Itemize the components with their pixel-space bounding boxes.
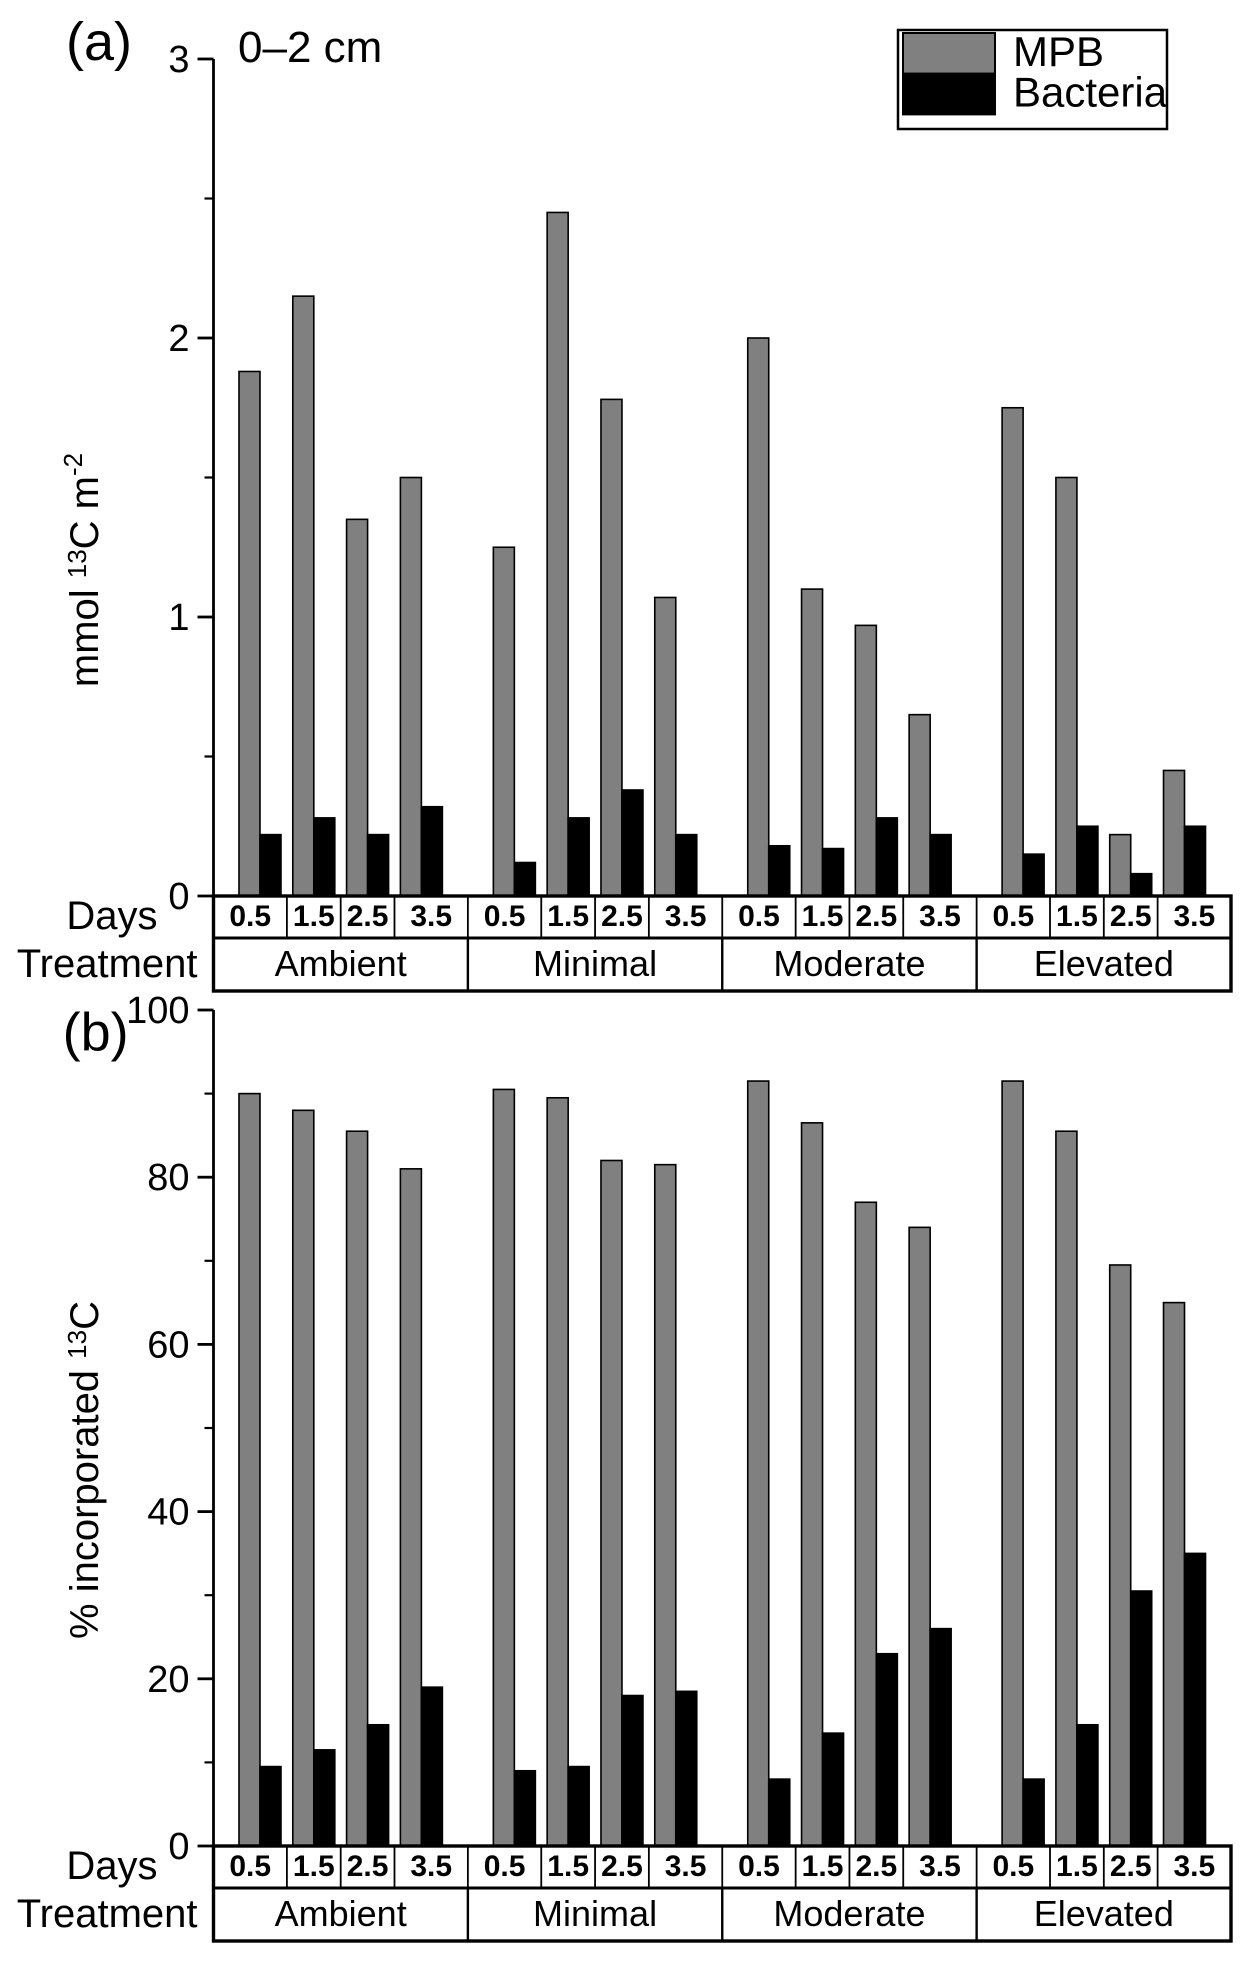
svg-text:80: 80 (147, 1157, 189, 1199)
svg-text:1.5: 1.5 (1056, 1850, 1098, 1883)
svg-text:3.5: 3.5 (410, 900, 452, 933)
svg-text:2.5: 2.5 (1110, 1850, 1152, 1883)
svg-text:3.5: 3.5 (410, 1850, 452, 1883)
svg-text:Elevated: Elevated (1034, 943, 1174, 984)
svg-text:Elevated: Elevated (1034, 1893, 1174, 1934)
svg-text:(a): (a) (66, 12, 132, 72)
svg-text:1: 1 (168, 597, 189, 639)
svg-text:2.5: 2.5 (855, 1850, 897, 1883)
svg-text:0: 0 (168, 1826, 189, 1868)
svg-text:Moderate: Moderate (773, 943, 925, 984)
svg-text:60: 60 (147, 1324, 189, 1366)
svg-text:0.5: 0.5 (738, 900, 780, 933)
svg-text:Bacteria: Bacteria (1013, 69, 1168, 116)
svg-text:(b): (b) (63, 1003, 129, 1063)
svg-text:Ambient: Ambient (275, 1893, 407, 1934)
svg-text:2: 2 (168, 318, 189, 360)
svg-text:1.5: 1.5 (547, 1850, 589, 1883)
svg-text:3.5: 3.5 (1173, 1850, 1215, 1883)
svg-text:0.5: 0.5 (992, 900, 1034, 933)
svg-text:1.5: 1.5 (293, 900, 335, 933)
svg-text:0–2 cm: 0–2 cm (238, 23, 382, 72)
svg-text:3.5: 3.5 (1173, 900, 1215, 933)
svg-text:20: 20 (147, 1659, 189, 1701)
svg-text:40: 40 (147, 1492, 189, 1534)
svg-text:2.5: 2.5 (347, 900, 389, 933)
svg-text:0.5: 0.5 (229, 900, 271, 933)
svg-text:Moderate: Moderate (773, 1893, 925, 1934)
svg-text:2.5: 2.5 (601, 900, 643, 933)
svg-text:1.5: 1.5 (802, 1850, 844, 1883)
svg-text:1.5: 1.5 (293, 1850, 335, 1883)
svg-text:3.5: 3.5 (665, 1850, 707, 1883)
svg-text:Days: Days (66, 1844, 157, 1888)
svg-text:0: 0 (168, 876, 189, 918)
svg-text:Treatment: Treatment (17, 942, 198, 986)
svg-text:2.5: 2.5 (601, 1850, 643, 1883)
svg-text:Minimal: Minimal (533, 1893, 657, 1934)
svg-text:0.5: 0.5 (484, 1850, 526, 1883)
svg-text:2.5: 2.5 (1110, 900, 1152, 933)
svg-text:Days: Days (66, 894, 157, 938)
svg-text:1.5: 1.5 (802, 900, 844, 933)
svg-text:3.5: 3.5 (665, 900, 707, 933)
svg-text:Minimal: Minimal (533, 943, 657, 984)
svg-text:0.5: 0.5 (484, 900, 526, 933)
svg-text:2.5: 2.5 (855, 900, 897, 933)
svg-text:2.5: 2.5 (347, 1850, 389, 1883)
svg-text:100: 100 (126, 990, 189, 1032)
svg-text:0.5: 0.5 (229, 1850, 271, 1883)
svg-text:3.5: 3.5 (919, 1850, 961, 1883)
svg-text:0.5: 0.5 (738, 1850, 780, 1883)
svg-text:1.5: 1.5 (547, 900, 589, 933)
svg-text:3.5: 3.5 (919, 900, 961, 933)
svg-text:0.5: 0.5 (992, 1850, 1034, 1883)
svg-text:3: 3 (168, 39, 189, 81)
svg-text:Ambient: Ambient (275, 943, 407, 984)
svg-text:1.5: 1.5 (1056, 900, 1098, 933)
svg-text:Treatment: Treatment (17, 1892, 198, 1936)
